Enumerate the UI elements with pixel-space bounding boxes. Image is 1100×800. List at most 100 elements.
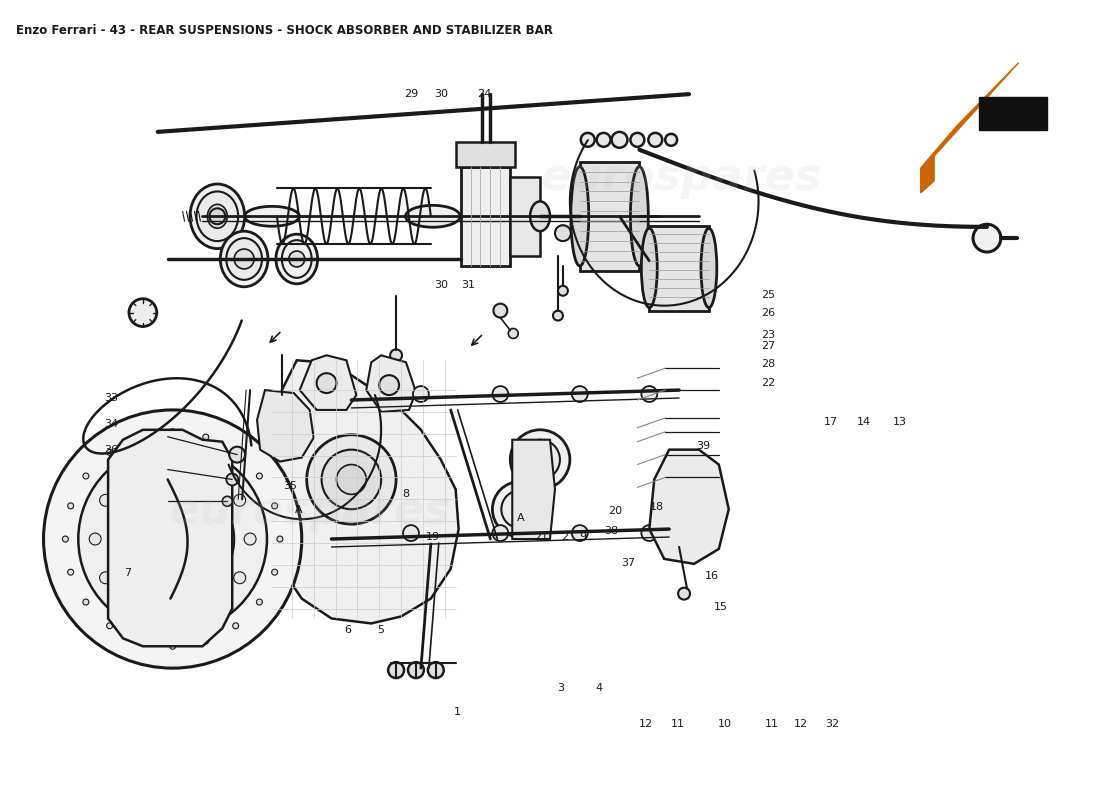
Circle shape <box>648 133 662 146</box>
Circle shape <box>256 473 263 479</box>
Ellipse shape <box>571 166 588 266</box>
Text: 35: 35 <box>283 481 297 490</box>
Text: 14: 14 <box>857 418 870 427</box>
Circle shape <box>256 599 263 605</box>
Polygon shape <box>921 62 1019 193</box>
Circle shape <box>129 298 157 326</box>
Ellipse shape <box>208 204 228 228</box>
Ellipse shape <box>190 184 244 249</box>
Text: 6: 6 <box>344 626 351 635</box>
Circle shape <box>128 600 140 612</box>
Circle shape <box>558 286 568 296</box>
Circle shape <box>167 456 178 467</box>
Text: 39: 39 <box>696 441 710 451</box>
Circle shape <box>68 503 74 509</box>
Circle shape <box>508 329 518 338</box>
Text: eurospares: eurospares <box>169 490 450 533</box>
Circle shape <box>169 643 176 650</box>
Circle shape <box>136 638 143 644</box>
Circle shape <box>229 446 245 462</box>
Circle shape <box>272 503 277 509</box>
Circle shape <box>493 525 508 541</box>
Ellipse shape <box>227 238 262 280</box>
Text: 3: 3 <box>558 682 564 693</box>
Text: 32: 32 <box>825 719 839 729</box>
Polygon shape <box>455 142 515 166</box>
Text: A: A <box>517 513 525 522</box>
Circle shape <box>82 473 89 479</box>
Circle shape <box>233 450 239 455</box>
Circle shape <box>169 429 176 434</box>
Text: 1: 1 <box>453 707 461 718</box>
Text: 16: 16 <box>705 571 718 582</box>
Ellipse shape <box>530 202 550 231</box>
Circle shape <box>272 569 277 575</box>
Text: 10: 10 <box>718 719 732 729</box>
Text: 2: 2 <box>561 532 568 542</box>
Circle shape <box>678 588 690 600</box>
Circle shape <box>136 434 143 440</box>
Text: 9: 9 <box>580 532 586 542</box>
Polygon shape <box>270 360 459 623</box>
Text: 24: 24 <box>477 89 492 99</box>
Text: 23: 23 <box>761 330 776 340</box>
Circle shape <box>403 525 419 541</box>
Circle shape <box>388 662 404 678</box>
Text: 34: 34 <box>103 419 118 429</box>
Circle shape <box>277 536 283 542</box>
Polygon shape <box>580 162 639 271</box>
Circle shape <box>666 134 678 146</box>
Circle shape <box>520 440 560 479</box>
Text: 25: 25 <box>761 290 776 300</box>
Circle shape <box>630 133 645 146</box>
Circle shape <box>321 450 382 510</box>
Circle shape <box>408 662 424 678</box>
Text: 7: 7 <box>123 568 131 578</box>
Text: eurospares: eurospares <box>540 156 822 199</box>
Circle shape <box>596 133 611 146</box>
Ellipse shape <box>701 228 717 308</box>
Text: 8: 8 <box>403 489 409 498</box>
Circle shape <box>244 533 256 545</box>
Circle shape <box>206 466 218 478</box>
Text: 37: 37 <box>621 558 636 568</box>
Ellipse shape <box>406 206 460 227</box>
Text: 27: 27 <box>761 341 776 351</box>
Text: 22: 22 <box>761 378 776 387</box>
Circle shape <box>111 478 234 601</box>
Circle shape <box>493 482 548 537</box>
Text: Enzo Ferrari - 43 - REAR SUSPENSIONS - SHOCK ABSORBER AND STABILIZER BAR: Enzo Ferrari - 43 - REAR SUSPENSIONS - S… <box>15 24 552 37</box>
Circle shape <box>612 132 627 148</box>
Text: 13: 13 <box>892 418 906 427</box>
Text: 30: 30 <box>433 89 448 99</box>
Circle shape <box>100 494 111 506</box>
Circle shape <box>641 525 658 541</box>
Polygon shape <box>461 166 510 266</box>
Polygon shape <box>510 177 540 256</box>
Text: 30: 30 <box>433 280 448 290</box>
Text: 11: 11 <box>764 719 779 729</box>
Circle shape <box>128 466 140 478</box>
Polygon shape <box>366 355 416 412</box>
Circle shape <box>390 350 402 362</box>
Polygon shape <box>299 355 356 410</box>
Circle shape <box>233 623 239 629</box>
Ellipse shape <box>630 166 648 266</box>
Circle shape <box>78 445 267 634</box>
Circle shape <box>572 386 587 402</box>
Text: 12: 12 <box>794 719 808 729</box>
Text: 19: 19 <box>426 532 440 542</box>
Text: 11: 11 <box>671 719 685 729</box>
Text: 18: 18 <box>650 502 664 512</box>
Polygon shape <box>649 450 728 564</box>
Circle shape <box>68 569 74 575</box>
Circle shape <box>641 386 658 402</box>
Circle shape <box>234 494 245 506</box>
Circle shape <box>107 623 112 629</box>
Text: 12: 12 <box>639 719 653 729</box>
Text: 36: 36 <box>103 445 118 455</box>
Circle shape <box>412 386 429 402</box>
Text: 17: 17 <box>824 418 838 427</box>
Circle shape <box>227 474 239 486</box>
Circle shape <box>974 224 1001 252</box>
